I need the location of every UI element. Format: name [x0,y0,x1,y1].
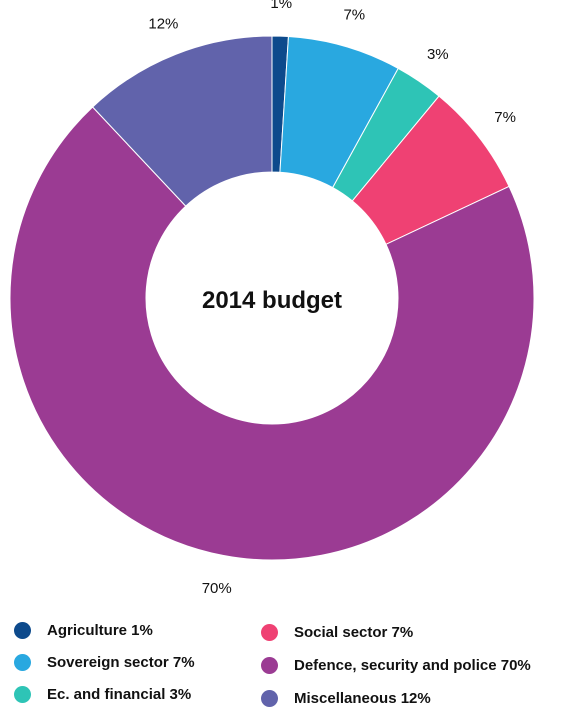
slice-labels-group: 1% 7% 3% 7% 70% 12% [148,0,516,597]
legend-item-agriculture: Agriculture 1% [14,619,153,641]
legend-label-sovereign-sector: Sovereign sector 7% [47,653,195,671]
slice-label-defence-security-and-police: 70% [202,580,232,597]
legend-item-sovereign-sector: Sovereign sector 7% [14,651,195,673]
legend-item-ec-and-financial: Ec. and financial 3% [14,683,191,705]
chart-center-title: 2014 budget [202,287,342,314]
slice-label-miscellaneous: 12% [148,16,178,33]
slice-miscellaneous [91,35,273,207]
legend-swatch-agriculture [14,621,31,639]
legend-label-defence-security-police: Defence, security and police 70% [294,656,531,674]
legend-item-miscellaneous: Miscellaneous 12% [261,687,431,709]
slice-label-ec-and-financial: 3% [427,46,449,63]
slice-label-social-sector: 7% [494,109,516,126]
donut-chart: 1% 7% 3% 7% 70% 12% 2014 budget [9,0,535,597]
legend-label-ec-and-financial: Ec. and financial 3% [47,685,192,703]
legend-item-defence-security-police: Defence, security and police 70% [261,654,531,676]
slice-defence-security-and-police [9,106,535,561]
legend-label-miscellaneous: Miscellaneous 12% [294,689,431,707]
legend-swatch-social-sector [261,623,278,641]
legend-label-agriculture: Agriculture 1% [47,621,153,639]
legend-item-social-sector: Social sector 7% [261,621,413,643]
slice-label-agriculture: 1% [270,0,292,12]
legend-swatch-miscellaneous [261,689,278,707]
slices-group [9,35,535,561]
legend-label-social-sector: Social sector 7% [294,623,414,641]
legend-swatch-sovereign-sector [14,653,31,671]
legend-swatch-ec-and-financial [14,685,31,703]
slice-label-sovereign-sector: 7% [343,7,365,24]
legend-swatch-defence-security-police [261,656,278,674]
